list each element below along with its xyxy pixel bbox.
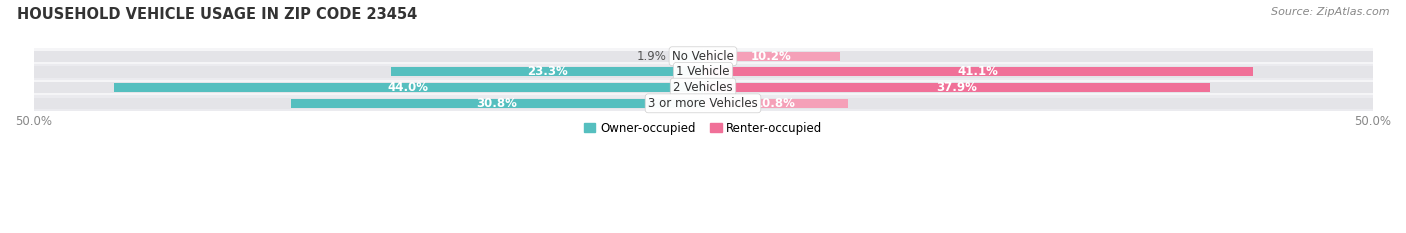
Bar xyxy=(34,66,703,78)
Bar xyxy=(34,80,1372,96)
Bar xyxy=(291,99,703,108)
Bar xyxy=(391,67,703,76)
Bar xyxy=(34,82,703,93)
Text: 10.2%: 10.2% xyxy=(751,50,792,63)
Bar xyxy=(703,52,839,61)
Text: 1 Vehicle: 1 Vehicle xyxy=(676,65,730,79)
Bar xyxy=(34,64,1372,80)
Bar xyxy=(703,83,1211,92)
Bar xyxy=(703,66,1372,78)
Text: 30.8%: 30.8% xyxy=(477,97,517,110)
Text: No Vehicle: No Vehicle xyxy=(672,50,734,63)
Text: Source: ZipAtlas.com: Source: ZipAtlas.com xyxy=(1271,7,1389,17)
Text: 23.3%: 23.3% xyxy=(527,65,568,79)
Bar xyxy=(34,98,703,109)
Bar xyxy=(34,48,1372,64)
Bar xyxy=(703,98,1372,109)
Bar xyxy=(703,99,848,108)
Bar xyxy=(34,96,1372,111)
Text: 3 or more Vehicles: 3 or more Vehicles xyxy=(648,97,758,110)
Text: 10.8%: 10.8% xyxy=(755,97,796,110)
Legend: Owner-occupied, Renter-occupied: Owner-occupied, Renter-occupied xyxy=(579,117,827,140)
Bar xyxy=(114,83,703,92)
Bar xyxy=(34,51,703,62)
Text: 41.1%: 41.1% xyxy=(957,65,998,79)
Bar xyxy=(703,51,1372,62)
Text: HOUSEHOLD VEHICLE USAGE IN ZIP CODE 23454: HOUSEHOLD VEHICLE USAGE IN ZIP CODE 2345… xyxy=(17,7,418,22)
Text: 1.9%: 1.9% xyxy=(637,50,666,63)
Text: 2 Vehicles: 2 Vehicles xyxy=(673,81,733,94)
Bar xyxy=(678,52,703,61)
Text: 37.9%: 37.9% xyxy=(936,81,977,94)
Bar xyxy=(703,67,1253,76)
Bar xyxy=(703,82,1372,93)
Text: 44.0%: 44.0% xyxy=(388,81,429,94)
